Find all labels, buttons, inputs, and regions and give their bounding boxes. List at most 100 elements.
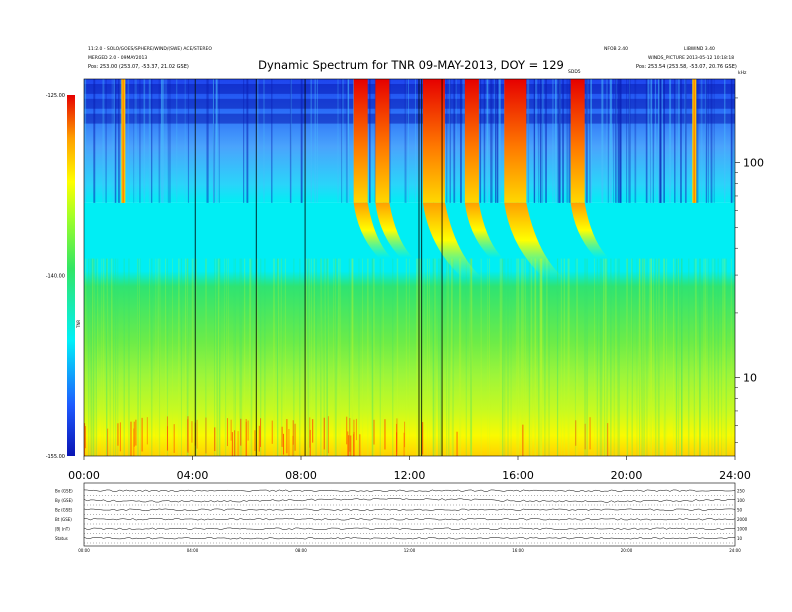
texture-line: [696, 258, 697, 456]
texture-line: [134, 79, 136, 203]
texture-line: [284, 258, 286, 456]
texture-line: [574, 258, 576, 456]
texture-line: [557, 79, 560, 203]
texture-line: [310, 258, 312, 456]
texture-line: [215, 79, 218, 203]
burst-tail: [353, 202, 392, 258]
texture-line: [730, 258, 732, 456]
texture-line: [538, 79, 540, 203]
texture-line: [584, 258, 586, 456]
texture-line: [260, 258, 262, 456]
texture-line: [675, 79, 677, 203]
texture-line: [374, 79, 376, 203]
texture-line: [84, 79, 86, 203]
texture-line: [161, 79, 163, 203]
texture-line: [326, 258, 328, 456]
texture-line: [504, 258, 506, 456]
texture-line: [631, 258, 633, 456]
texture-line: [187, 419, 189, 452]
panel-series-line: [83, 489, 736, 492]
texture-line: [205, 417, 207, 454]
dark-stripe: [84, 83, 735, 94]
texture-line: [672, 258, 675, 456]
texture-line: [84, 426, 86, 449]
texture-line: [215, 258, 217, 456]
texture-line: [373, 258, 375, 456]
texture-line: [93, 79, 96, 203]
header-text-right-1: NFOB 2.40: [604, 46, 628, 52]
texture-line: [730, 79, 732, 203]
texture-line: [615, 79, 617, 203]
texture-line: [627, 258, 629, 456]
texture-line: [534, 258, 536, 456]
sdd-label: SDD5: [568, 69, 581, 75]
texture-line: [607, 423, 609, 456]
texture-line: [117, 258, 119, 456]
texture-line: [567, 258, 569, 456]
texture-line: [650, 79, 651, 203]
texture-line: [216, 258, 218, 456]
texture-line: [230, 419, 232, 441]
texture-line: [489, 258, 491, 456]
texture-line: [149, 258, 150, 456]
texture-line: [527, 79, 530, 203]
texture-line: [352, 258, 354, 456]
texture-line: [678, 258, 679, 456]
texture-line: [159, 258, 161, 456]
burst-core: [693, 79, 696, 203]
texture-line: [307, 258, 310, 456]
texture-line: [607, 79, 609, 203]
texture-line: [452, 258, 454, 456]
texture-line: [348, 258, 350, 456]
texture-line: [140, 258, 141, 456]
texture-line: [535, 79, 538, 203]
texture-line: [575, 420, 577, 446]
texture-line: [277, 258, 280, 456]
texture-line: [226, 258, 228, 456]
texture-line: [606, 258, 608, 456]
texture-line: [432, 258, 434, 456]
texture-line: [320, 258, 322, 456]
texture-line: [205, 258, 207, 456]
texture-line: [418, 258, 421, 456]
texture-line: [705, 79, 708, 203]
texture-line: [544, 258, 546, 456]
texture-line: [239, 258, 241, 456]
texture-line: [305, 258, 308, 456]
x-tick-label: 16:00: [502, 469, 534, 482]
texture-line: [373, 419, 375, 445]
spectrogram: [84, 79, 735, 456]
texture-line: [109, 258, 111, 456]
panel-series-line: [83, 527, 736, 530]
texture-line: [605, 258, 608, 456]
texture-line: [596, 258, 598, 456]
texture-line: [516, 258, 518, 456]
texture-line: [469, 258, 472, 456]
lower-x-tick-label: 04:00: [187, 548, 199, 553]
burst-tail: [464, 202, 503, 258]
texture-line: [84, 79, 87, 203]
texture-line: [157, 258, 159, 456]
texture-line: [586, 79, 589, 203]
texture-line: [88, 258, 89, 456]
texture-line: [712, 258, 714, 456]
texture-line: [334, 258, 336, 456]
texture-line: [226, 418, 228, 447]
texture-line: [420, 258, 422, 456]
texture-line: [708, 79, 709, 203]
header-text-left-1: 11:2.0 - SOLO/GOES/SPHERE/WIND/(SWE) ACE…: [88, 46, 212, 52]
texture-line: [196, 419, 198, 449]
texture-line: [644, 258, 646, 456]
texture-line: [501, 258, 503, 456]
texture-line: [310, 79, 312, 203]
texture-line: [434, 258, 436, 456]
texture-line: [371, 258, 373, 456]
texture-line: [417, 258, 420, 456]
texture-line: [130, 421, 132, 456]
texture-line: [663, 258, 665, 456]
texture-line: [471, 258, 473, 456]
texture-line: [585, 258, 587, 456]
texture-line: [324, 258, 326, 456]
texture-line: [219, 258, 221, 456]
texture-line: [530, 258, 533, 456]
